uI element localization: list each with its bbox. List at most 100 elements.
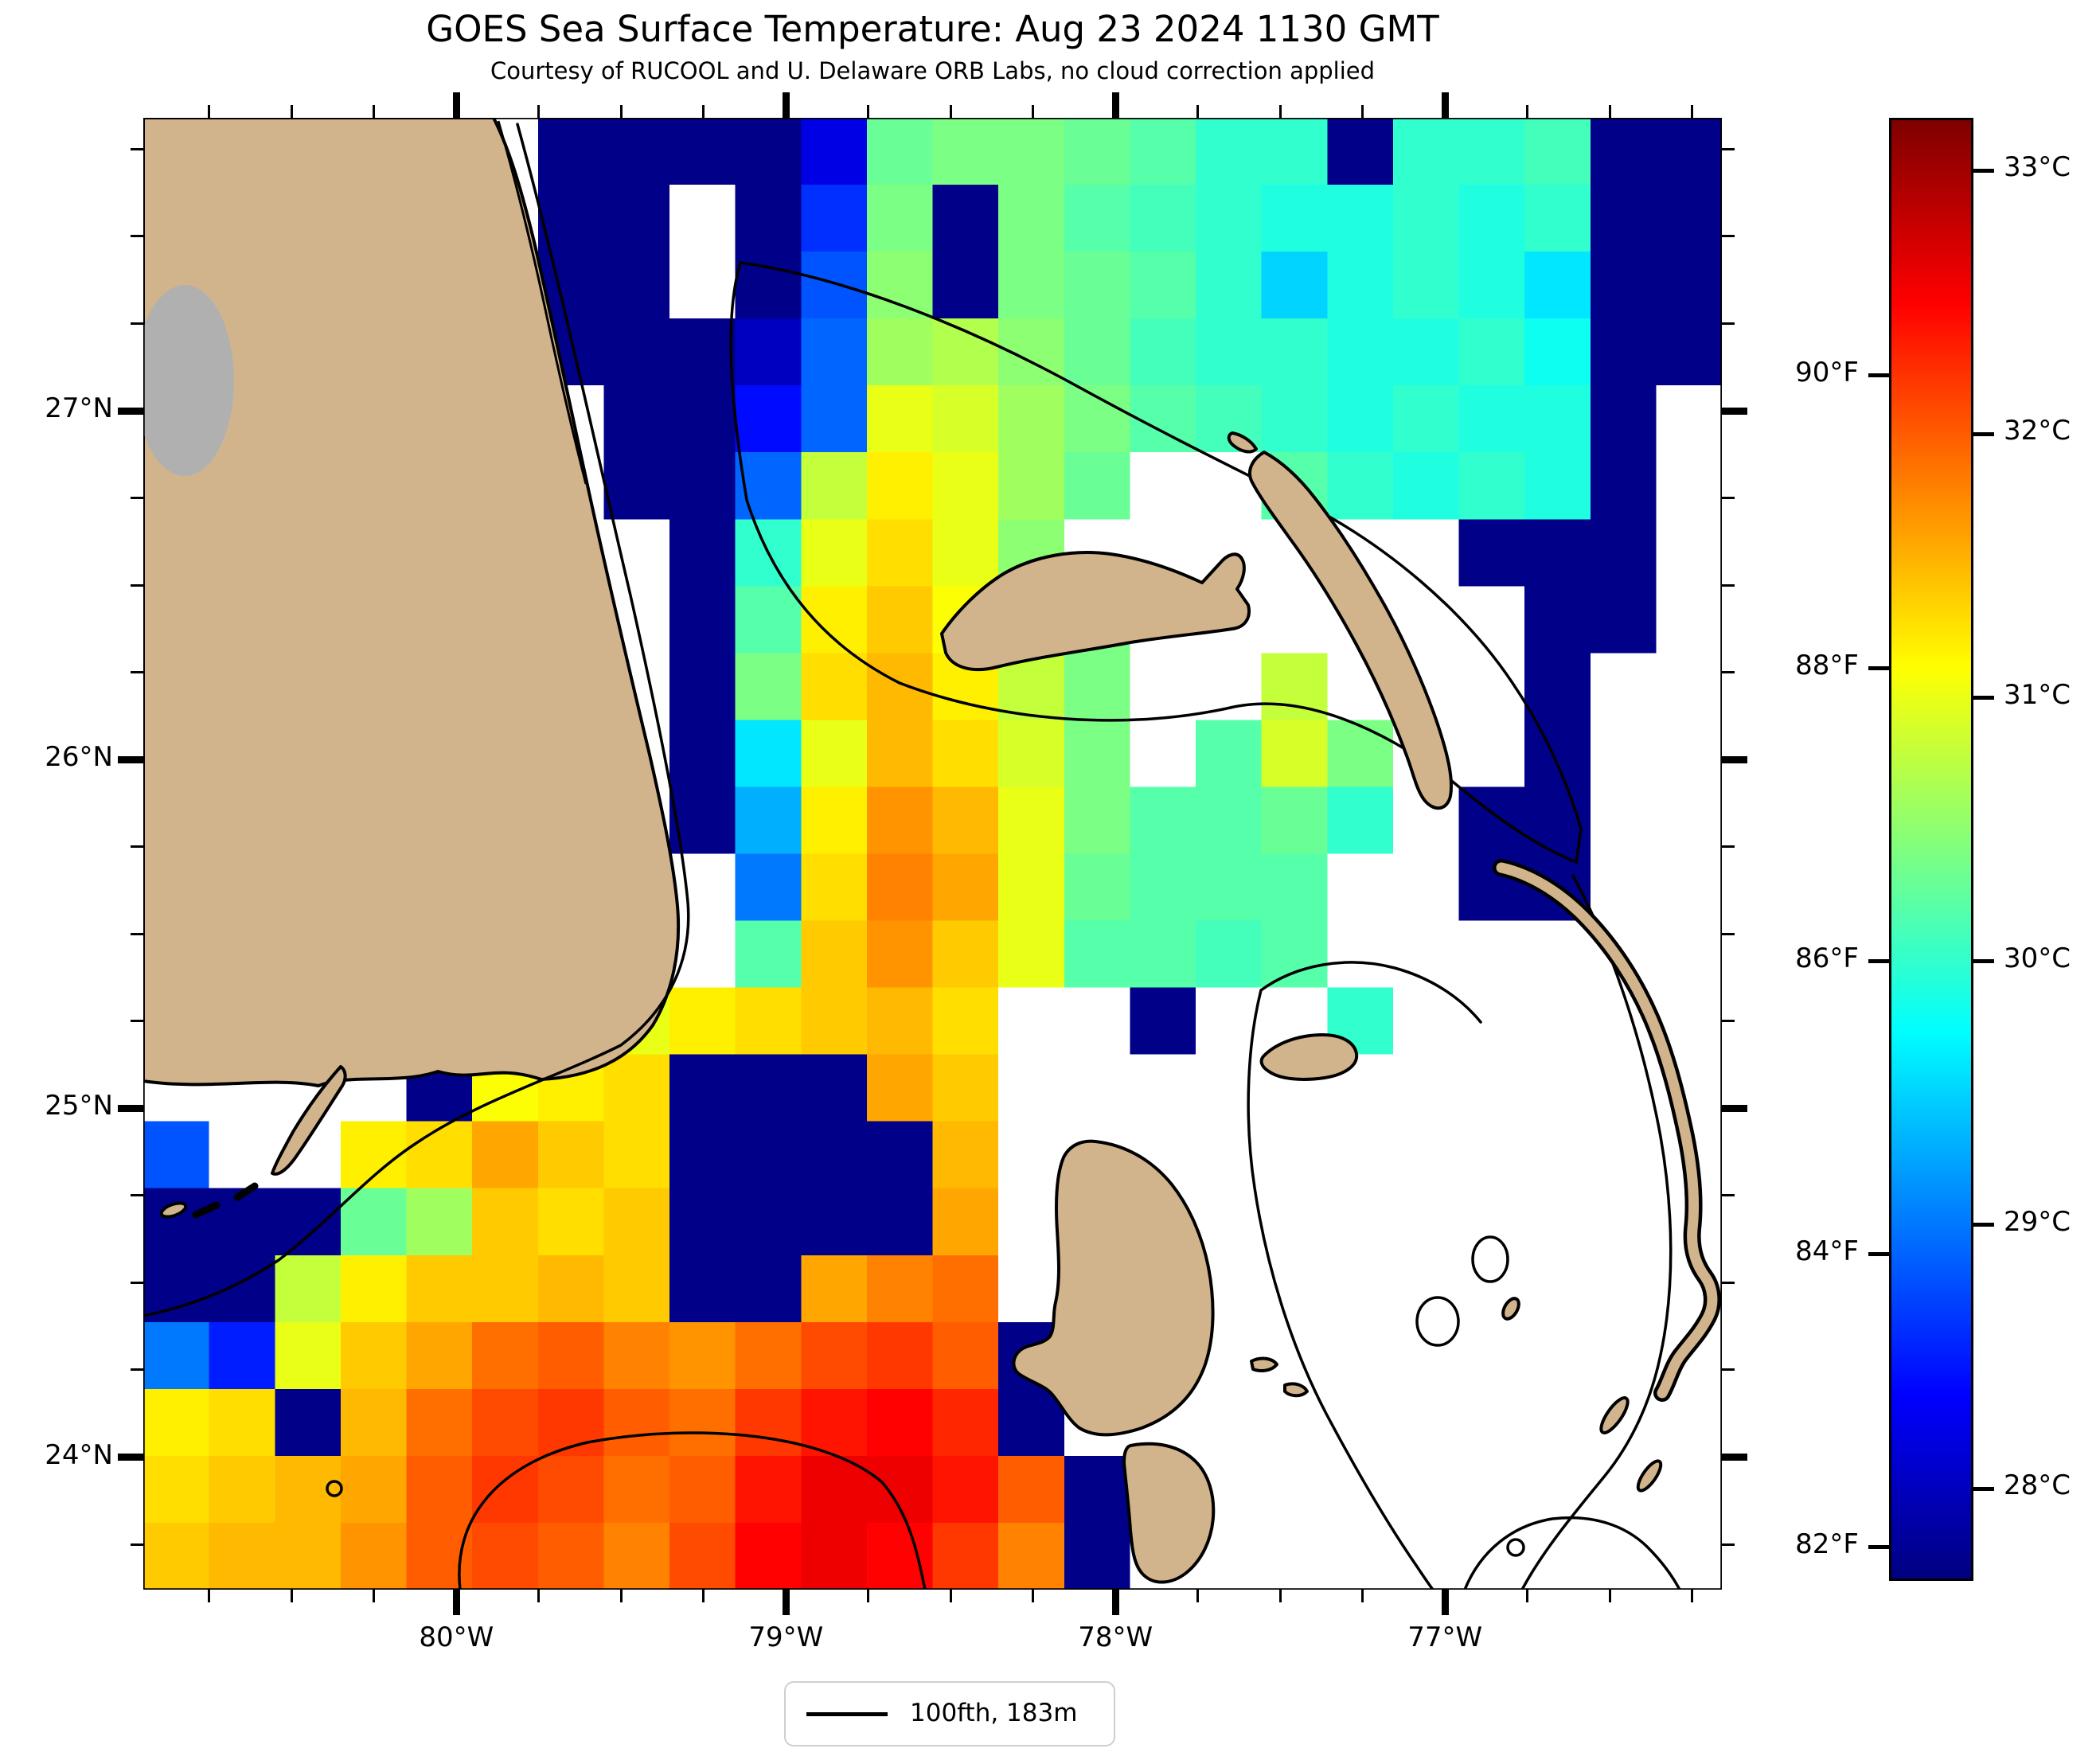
y-minor-tick-right [1722, 1194, 1735, 1197]
x-minor-tick-top [1278, 105, 1282, 118]
x-minor-tick-top [949, 105, 952, 118]
y-minor-tick-right [1722, 497, 1735, 500]
colorbar-celsius-label: 28°C [2004, 1469, 2071, 1502]
x-tick-label: 80°W [419, 1621, 494, 1653]
barrier-island-line [497, 120, 587, 485]
florida-peninsula [143, 118, 681, 1087]
x-minor-tick [702, 1590, 705, 1602]
y-minor-tick-right [1722, 1020, 1735, 1023]
y-minor-tick-right [1722, 1281, 1735, 1284]
y-minor-tick [131, 932, 143, 935]
colorbar [1889, 118, 1973, 1581]
grand-bahama-island [940, 551, 1251, 672]
map-plot [143, 118, 1722, 1590]
x-minor-tick [537, 1590, 541, 1602]
x-minor-tick-top [702, 105, 705, 118]
y-tick-label: 25°N [45, 1090, 113, 1122]
x-minor-tick [290, 1590, 293, 1602]
coastline-overlay-svg [143, 118, 1722, 1590]
exuma-cay-3 [1636, 1459, 1663, 1493]
x-minor-tick [373, 1590, 376, 1602]
y-minor-tick-right [1722, 1543, 1735, 1546]
y-major-tick-right [1722, 1454, 1747, 1461]
y-minor-tick-right [1722, 932, 1735, 935]
x-minor-tick-top [1361, 105, 1364, 118]
y-major-tick-right [1722, 755, 1747, 763]
x-minor-tick-top [867, 105, 870, 118]
x-minor-tick-top [208, 105, 211, 118]
lake-okeechobee [143, 285, 234, 476]
y-major-tick-right [1722, 1104, 1747, 1112]
y-tick-label: 24°N [45, 1438, 113, 1471]
y-minor-tick-right [1722, 583, 1735, 587]
legend-label: 100fth, 183m [910, 1699, 1078, 1727]
contour-small-oval-1 [1471, 1235, 1509, 1283]
y-minor-tick [131, 1194, 143, 1197]
florida-keys-upper [271, 1065, 347, 1176]
x-major-tick [782, 1590, 790, 1615]
x-major-tick-top [782, 92, 790, 118]
colorbar-celsius-tick [1973, 959, 1994, 964]
contour-line-icon [806, 1712, 888, 1716]
colorbar-fahrenheit-tick [1868, 1252, 1889, 1257]
y-minor-tick [131, 671, 143, 674]
florida-keys-dash-2 [192, 1201, 221, 1219]
south-andros-island [1122, 1442, 1216, 1584]
florida-keys-islet [159, 1201, 188, 1219]
contour-cay-sal-ring [458, 1431, 927, 1590]
berry-islands-cay-1 [1250, 1356, 1278, 1372]
x-minor-tick [1196, 1590, 1200, 1602]
x-minor-tick-top [1608, 105, 1611, 118]
y-minor-tick [131, 235, 143, 238]
x-minor-tick-top [373, 105, 376, 118]
colorbar-celsius-label: 33°C [2004, 151, 2071, 184]
contour-small-oval-2 [1415, 1296, 1460, 1347]
colorbar-celsius-label: 30°C [2004, 942, 2071, 974]
contour-little-bahama-bank [729, 261, 1583, 864]
y-minor-tick [131, 147, 143, 150]
x-minor-tick-top [1196, 105, 1200, 118]
eleuthera-exuma-chain [1496, 862, 1718, 1399]
x-major-tick-top [1111, 92, 1119, 118]
abaco-nw-sliver [1227, 431, 1258, 454]
andros-island [1012, 1139, 1215, 1437]
colorbar-fahrenheit-tick [1868, 1545, 1889, 1550]
y-minor-tick [131, 1020, 143, 1023]
colorbar-celsius-tick [1973, 696, 1994, 700]
colorbar-fahrenheit-label: 84°F [1795, 1235, 1859, 1267]
y-minor-tick [131, 322, 143, 325]
contour-florida-straits [143, 123, 690, 1317]
y-minor-tick-right [1722, 671, 1735, 674]
y-minor-tick [131, 1368, 143, 1372]
x-minor-tick-top [619, 105, 623, 118]
exuma-cay-2 [1599, 1396, 1630, 1434]
colorbar-fahrenheit-label: 88°F [1795, 649, 1859, 681]
y-major-tick [118, 1104, 143, 1112]
x-minor-tick [1526, 1590, 1529, 1602]
x-tick-label: 77°W [1407, 1621, 1483, 1653]
x-minor-tick-top [1526, 105, 1529, 118]
x-major-tick [1111, 1590, 1119, 1615]
berry-islands-cay-2 [1283, 1382, 1309, 1398]
x-minor-tick [1032, 1590, 1035, 1602]
colorbar-fahrenheit-label: 82°F [1795, 1528, 1859, 1560]
colorbar-fahrenheit-label: 86°F [1795, 942, 1859, 974]
colorbar-fahrenheit-label: 90°F [1795, 356, 1859, 388]
contour-exuma-sound [1520, 874, 1673, 1590]
x-minor-tick-top [290, 105, 293, 118]
x-minor-tick-top [1032, 105, 1035, 118]
y-tick-label: 26°N [45, 741, 113, 774]
x-minor-tick [1278, 1590, 1282, 1602]
x-minor-tick [867, 1590, 870, 1602]
x-minor-tick [208, 1590, 211, 1602]
contour-small-circle-1 [326, 1480, 343, 1497]
figure-subtitle: Courtesy of RUCOOL and U. Delaware ORB L… [490, 57, 1376, 84]
y-tick-label: 27°N [45, 392, 113, 425]
x-major-tick-top [1441, 92, 1449, 118]
x-minor-tick [1691, 1590, 1694, 1602]
y-major-tick [118, 755, 143, 763]
contour-tongue-of-the-ocean-west [1247, 989, 1434, 1590]
contour-small-circle-2 [1506, 1538, 1525, 1557]
x-major-tick [1441, 1590, 1449, 1615]
